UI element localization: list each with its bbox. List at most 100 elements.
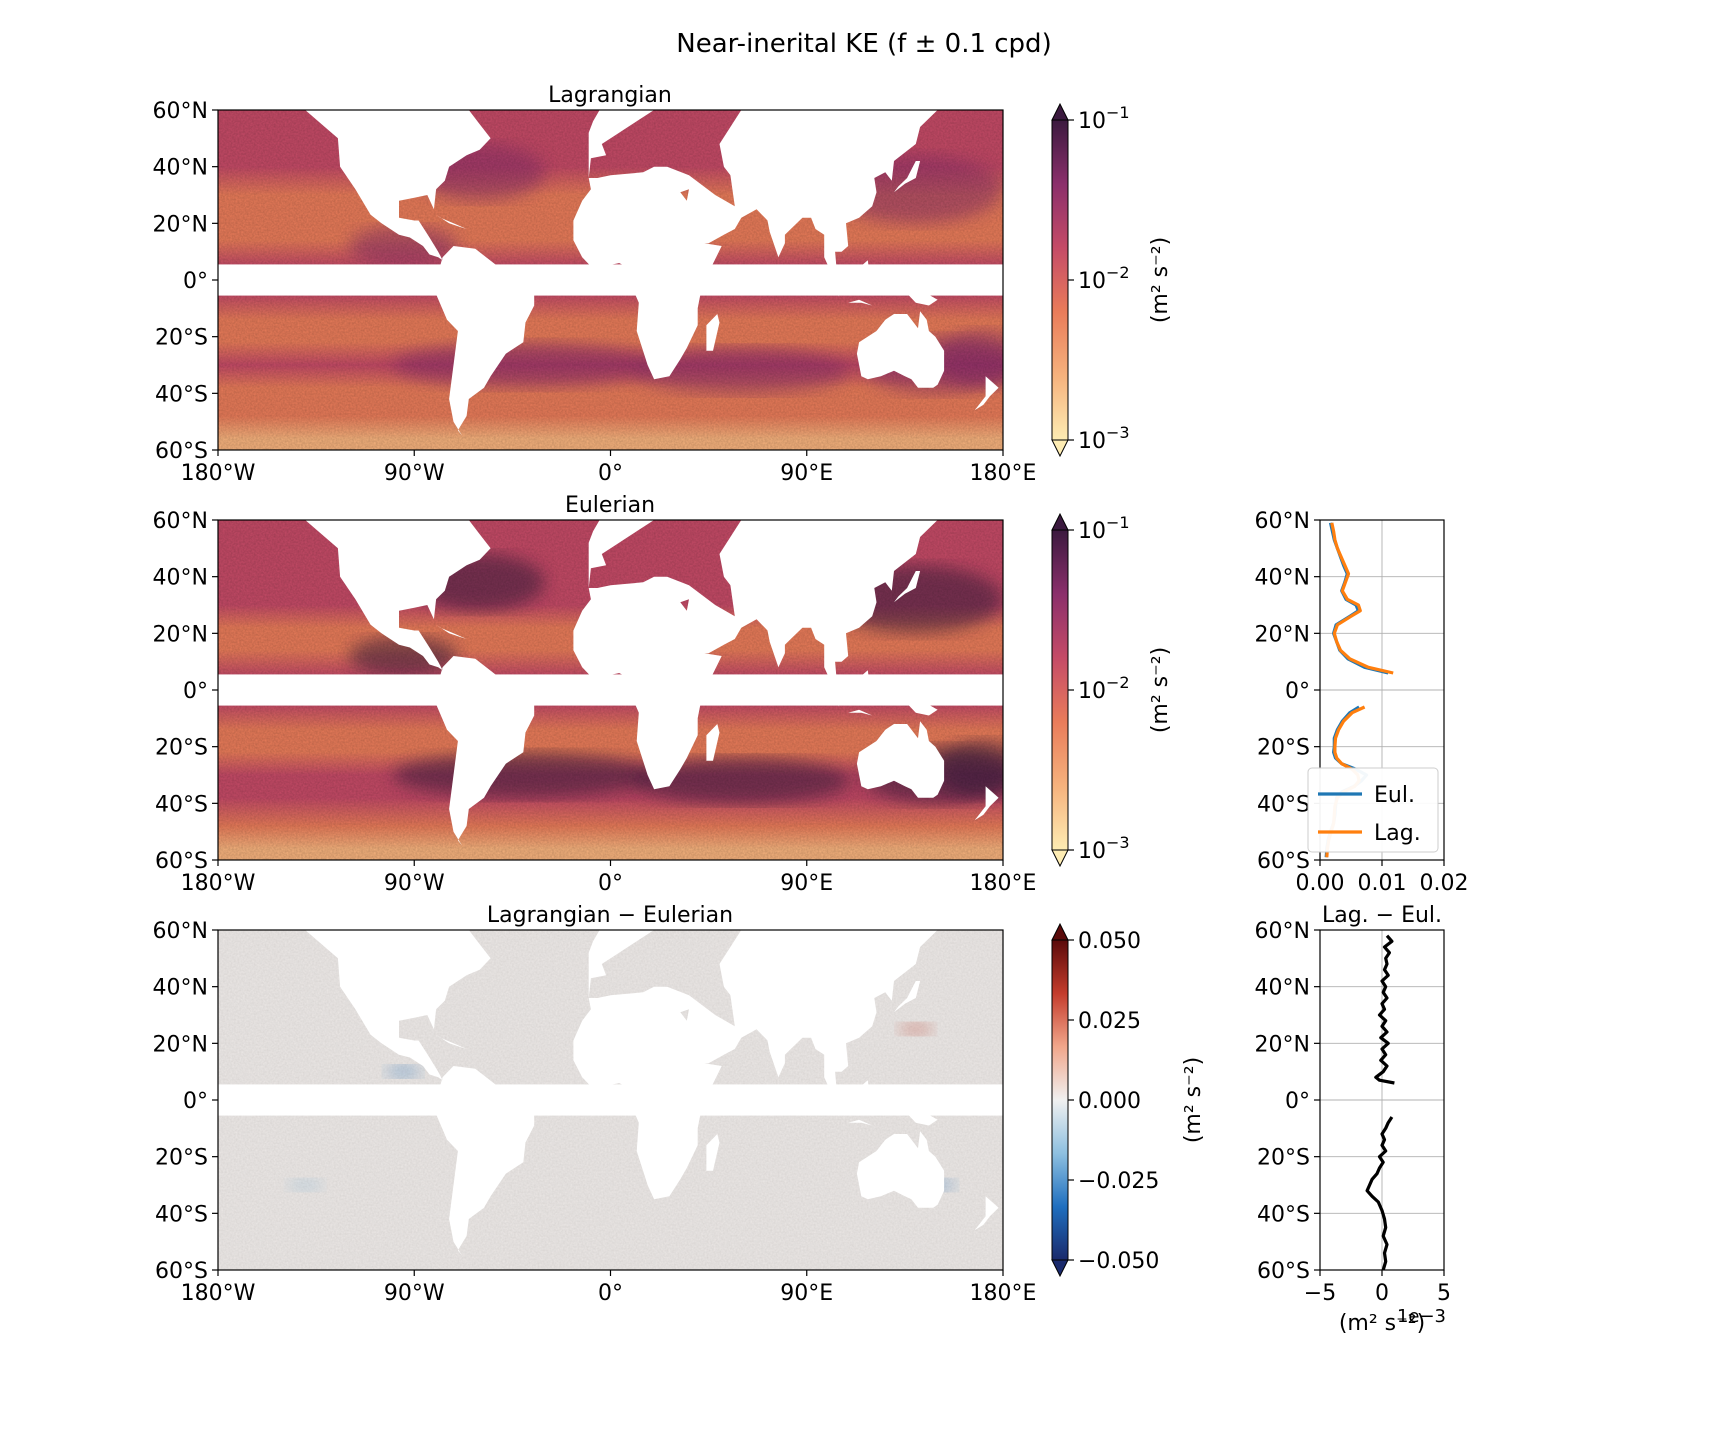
lat-tick-label: 0°	[183, 679, 208, 704]
lat-tick-label: 0°	[183, 269, 208, 294]
zonal-mean-difference-panel: 60°N 40°N 20°N 0° 20°S 40°S 60°S−5 0 5 Lag. − Eul…	[1255, 903, 1451, 1336]
lon-tick-label: 0°	[598, 1281, 623, 1306]
legend-label: Eul.	[1374, 783, 1415, 808]
lagrangian-colorbar: 10−1 10−2 10−3 (m² s⁻²)	[1051, 102, 1173, 458]
colorbar-tick-label: 10−3	[1078, 833, 1130, 864]
lat-tick-label: 40°N	[153, 566, 208, 591]
legend: Eul. Lag.	[1307, 767, 1439, 853]
colorbar-label: (m² s⁻²)	[1148, 647, 1173, 733]
lat-tick-label: 40°N	[1255, 566, 1310, 591]
lat-tick-label: 40°N	[153, 156, 208, 181]
eulerian-ke-field	[218, 520, 1003, 860]
eulerian-map: Eulerian 60°N 40°N 20°N 0° 20°S 40°S 60°S180°W…	[153, 493, 1037, 896]
lat-tick-label: 60°N	[1255, 919, 1310, 944]
lat-tick-label: 60°N	[1255, 509, 1310, 534]
x-offset-text: 1e−3	[1397, 1306, 1446, 1327]
lat-tick-label: 40°S	[155, 792, 208, 817]
x-axis-label: (m² s⁻²)	[1339, 1311, 1425, 1336]
lon-tick-label: 0°	[598, 461, 623, 486]
colorbar-label: (m² s⁻²)	[1181, 1057, 1206, 1143]
lat-tick-label: 40°N	[153, 976, 208, 1001]
lat-tick-label: 40°S	[1257, 1202, 1310, 1227]
lat-tick-label: 40°S	[155, 1202, 208, 1227]
lat-tick-label: 40°S	[155, 382, 208, 407]
difference-line	[1374, 934, 1395, 1085]
difference-line	[1365, 1116, 1394, 1271]
lat-tick-label: 60°N	[153, 509, 208, 534]
colorbar-label: (m² s⁻²)	[1148, 237, 1173, 323]
lagrangian-map: Lagrangian 60°N40°N20°N0°20°S40°S60°S180…	[153, 83, 1037, 486]
lat-tick-label: 40°S	[1257, 792, 1310, 817]
lat-tick-label: 0°	[1285, 679, 1310, 704]
lat-tick-label: 0°	[183, 1089, 208, 1114]
lon-tick-label: 90°E	[780, 871, 833, 896]
legend-label: Lag.	[1374, 821, 1421, 846]
lat-tick-label: 20°S	[1257, 1146, 1310, 1171]
colorbar-tick-label: 10−3	[1078, 423, 1130, 454]
colorbar-tick-label: 10−2	[1078, 673, 1130, 704]
lon-tick-label: 180°W	[181, 1281, 256, 1306]
x-tick-label: 0.02	[1420, 871, 1469, 896]
lagrangian-ke-field	[218, 110, 1003, 450]
lat-tick-label: 60°S	[155, 849, 208, 874]
lat-tick-label: 20°N	[1255, 1032, 1310, 1057]
colorbar-extend-bottom	[1051, 439, 1069, 458]
map-title: Lagrangian	[548, 83, 672, 108]
colorbar-tick-label: 10−1	[1078, 103, 1130, 134]
lat-tick-label: 20°N	[153, 1032, 208, 1057]
figure-title: Near-inerital KE (f ± 0.1 cpd)	[676, 29, 1051, 59]
colorbar-tick-label: 0.050	[1078, 929, 1141, 954]
lat-tick-label: 60°S	[155, 439, 208, 464]
lat-tick-label: 60°N	[153, 919, 208, 944]
lat-tick-label: 0°	[1285, 1089, 1310, 1114]
colorbar-extend-bottom	[1051, 849, 1069, 868]
difference-colorbar: 0.050 0.025 0.000 −0.025 −0.050 (m² s⁻²)	[1051, 922, 1206, 1278]
panel-title: Lag. − Eul.	[1322, 903, 1442, 928]
colorbar-tick-label: 0.025	[1078, 1009, 1141, 1034]
lon-tick-label: 180°E	[970, 871, 1037, 896]
lat-tick-label: 20°N	[153, 622, 208, 647]
eulerian-colorbar: 10−1 10−2 10−3 (m² s⁻²)	[1051, 512, 1173, 868]
lon-tick-label: 180°W	[181, 461, 256, 486]
lat-tick-label: 20°S	[155, 1146, 208, 1171]
colorbar-extend-top	[1051, 922, 1069, 941]
lat-tick-label: 20°N	[153, 212, 208, 237]
colorbar-extend-bottom	[1051, 1259, 1069, 1278]
zonal-mean-ke-panel: 60°N 40°N 20°N 0° 20°S 40°S 60°S0.00 0.01 0.02 Eu…	[1255, 509, 1469, 896]
x-tick-label: 0.01	[1358, 871, 1407, 896]
lon-tick-label: 90°E	[780, 1281, 833, 1306]
lon-tick-label: 90°W	[384, 871, 445, 896]
lon-tick-label: 0°	[598, 871, 623, 896]
lon-tick-label: 90°E	[780, 461, 833, 486]
colorbar-tick-label: 10−2	[1078, 263, 1130, 294]
lat-tick-label: 60°S	[155, 1259, 208, 1284]
lat-tick-label: 60°S	[1257, 849, 1310, 874]
lagrangian-line	[1330, 522, 1394, 675]
x-tick-label: 0.00	[1296, 871, 1345, 896]
lat-tick-label: 20°S	[155, 326, 208, 351]
lon-tick-label: 180°W	[181, 871, 256, 896]
difference-ke-field	[218, 930, 1003, 1270]
lon-tick-label: 90°W	[384, 461, 445, 486]
colorbar-tick-label: −0.025	[1078, 1169, 1159, 1194]
difference-map: Lagrangian − Eulerian 60°N 40°N 20°N 0° 20°S…	[153, 903, 1037, 1306]
x-tick-label: 0	[1375, 1281, 1389, 1306]
lat-tick-label: 60°N	[153, 99, 208, 124]
lon-tick-label: 180°E	[970, 461, 1037, 486]
colorbar-tick-label: 0.000	[1078, 1089, 1141, 1114]
x-tick-label: −5	[1304, 1281, 1336, 1306]
lon-tick-label: 90°W	[384, 1281, 445, 1306]
lon-tick-label: 180°E	[970, 1281, 1037, 1306]
lat-tick-label: 20°N	[1255, 622, 1310, 647]
colorbar-extend-top	[1051, 512, 1069, 531]
colorbar-tick-label: 10−1	[1078, 513, 1130, 544]
lat-tick-label: 40°N	[1255, 976, 1310, 1001]
lat-tick-label: 60°S	[1257, 1259, 1310, 1284]
lat-tick-label: 20°S	[155, 736, 208, 761]
map-title: Eulerian	[565, 493, 655, 518]
map-title: Lagrangian − Eulerian	[487, 903, 733, 928]
colorbar-tick-label: −0.050	[1078, 1249, 1159, 1274]
x-tick-label: 5	[1437, 1281, 1451, 1306]
colorbar-extend-top	[1051, 102, 1069, 121]
